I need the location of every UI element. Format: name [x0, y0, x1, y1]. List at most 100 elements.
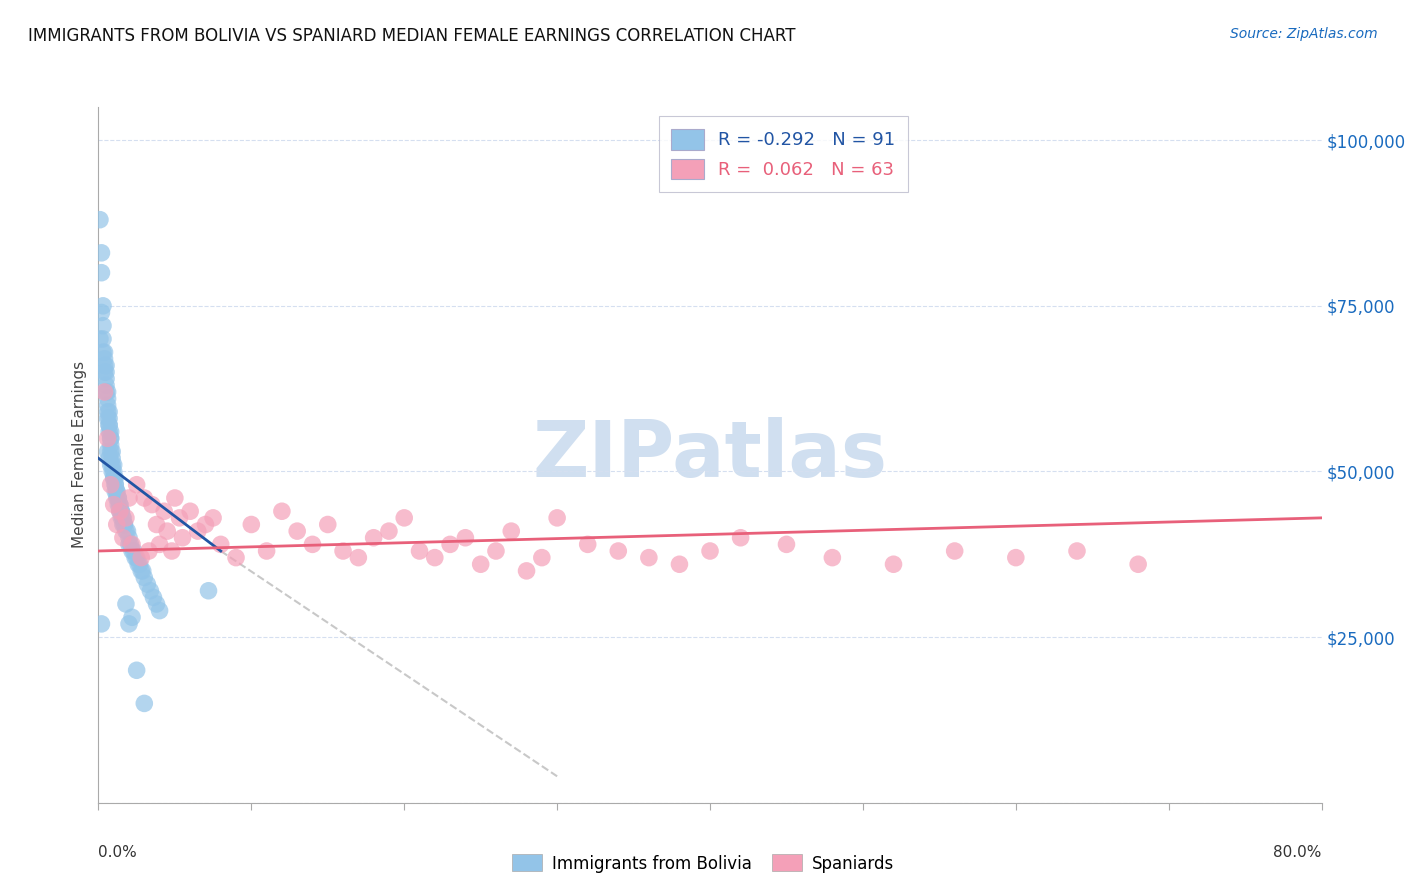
Point — [103, 498, 125, 512]
Point — [101, 458, 124, 472]
Point — [93, 384, 115, 399]
Point — [408, 544, 430, 558]
Point — [530, 550, 553, 565]
Point — [105, 491, 128, 505]
Point — [485, 544, 508, 558]
Point — [105, 517, 128, 532]
Point — [89, 212, 111, 227]
Point — [821, 550, 844, 565]
Point — [101, 465, 124, 479]
Point — [94, 384, 117, 399]
Point — [316, 517, 339, 532]
Point — [454, 531, 477, 545]
Point — [108, 504, 131, 518]
Point — [98, 418, 121, 433]
Point — [97, 431, 120, 445]
Point — [125, 663, 148, 677]
Text: 0.0%: 0.0% — [98, 845, 138, 860]
Point — [121, 610, 143, 624]
Point — [136, 577, 159, 591]
Point — [110, 511, 132, 525]
Point — [111, 511, 134, 525]
Point — [103, 471, 125, 485]
Point — [108, 498, 131, 512]
Point — [97, 392, 120, 406]
Point — [98, 418, 121, 433]
Y-axis label: Median Female Earnings: Median Female Earnings — [72, 361, 87, 549]
Point — [110, 504, 132, 518]
Point — [104, 477, 127, 491]
Point — [775, 537, 797, 551]
Point — [145, 597, 167, 611]
Point — [127, 558, 149, 572]
Point — [197, 583, 219, 598]
Point — [98, 411, 121, 425]
Point — [103, 471, 125, 485]
Point — [97, 384, 120, 399]
Point — [90, 266, 112, 280]
Point — [100, 444, 122, 458]
Point — [153, 504, 176, 518]
Point — [93, 345, 115, 359]
Point — [101, 451, 124, 466]
Point — [134, 570, 156, 584]
Point — [89, 332, 111, 346]
Point — [256, 544, 278, 558]
Point — [94, 372, 117, 386]
Point — [392, 511, 416, 525]
Text: IMMIGRANTS FROM BOLIVIA VS SPANIARD MEDIAN FEMALE EARNINGS CORRELATION CHART: IMMIGRANTS FROM BOLIVIA VS SPANIARD MEDI… — [28, 27, 796, 45]
Point — [145, 517, 167, 532]
Point — [134, 491, 156, 505]
Point — [101, 444, 124, 458]
Point — [607, 544, 630, 558]
Point — [132, 564, 155, 578]
Point — [883, 558, 905, 572]
Point — [108, 498, 131, 512]
Point — [98, 425, 121, 439]
Point — [118, 491, 141, 505]
Point — [120, 537, 142, 551]
Point — [100, 431, 122, 445]
Point — [107, 498, 129, 512]
Point — [129, 564, 152, 578]
Point — [100, 458, 122, 472]
Point — [179, 504, 201, 518]
Text: ZIPatlas: ZIPatlas — [533, 417, 887, 493]
Point — [118, 537, 141, 551]
Point — [125, 477, 148, 491]
Point — [160, 544, 183, 558]
Point — [142, 591, 165, 605]
Point — [347, 550, 370, 565]
Point — [108, 504, 131, 518]
Point — [699, 544, 721, 558]
Point — [103, 458, 125, 472]
Point — [125, 550, 148, 565]
Point — [111, 531, 134, 545]
Point — [668, 558, 690, 572]
Text: 80.0%: 80.0% — [1274, 845, 1322, 860]
Point — [90, 616, 112, 631]
Point — [103, 465, 125, 479]
Point — [104, 484, 127, 499]
Point — [1004, 550, 1026, 565]
Point — [378, 524, 401, 538]
Legend: Immigrants from Bolivia, Spaniards: Immigrants from Bolivia, Spaniards — [505, 847, 901, 880]
Point — [115, 597, 138, 611]
Point — [285, 524, 308, 538]
Point — [93, 359, 115, 373]
Point — [97, 398, 120, 412]
Point — [90, 305, 112, 319]
Point — [943, 544, 966, 558]
Point — [139, 583, 162, 598]
Point — [98, 405, 121, 419]
Point — [91, 332, 114, 346]
Point — [470, 558, 492, 572]
Point — [149, 537, 172, 551]
Point — [202, 511, 225, 525]
Point — [91, 345, 114, 359]
Point — [105, 484, 128, 499]
Point — [121, 544, 143, 558]
Point — [105, 484, 128, 499]
Point — [115, 524, 138, 538]
Point — [97, 411, 120, 425]
